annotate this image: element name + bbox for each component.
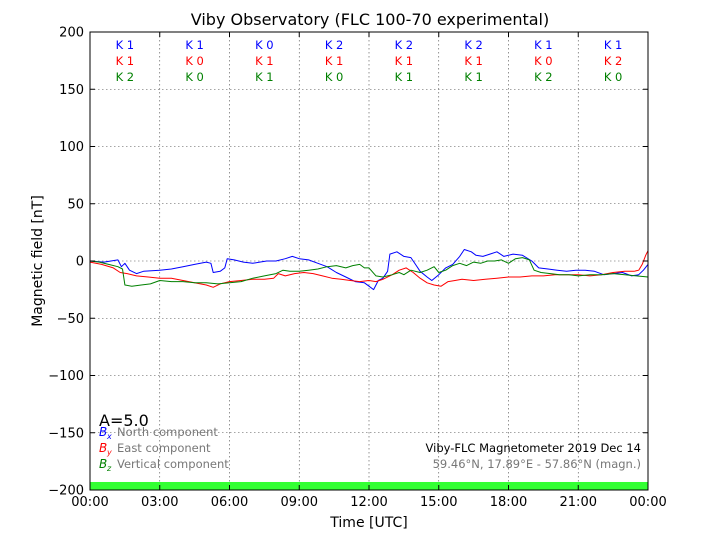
- x-tick-label: 00:00: [71, 495, 108, 510]
- k-index-table: K 1 K 1 K 0 K 2 K 2 K 2 K 1 K 1 K 1 K 0 K 1 K 1 K 1 K…: [116, 38, 623, 84]
- k-index-value: K 1: [116, 54, 135, 68]
- a-index-label: A=5.0: [99, 411, 149, 430]
- y-tick-label: −100: [48, 369, 84, 384]
- k-index-value: K 2: [534, 70, 553, 84]
- info-line-2: 59.46°N, 17.89°E - 57.86°N (magn.): [433, 457, 641, 471]
- y-tick-label: 150: [59, 83, 84, 98]
- k-index-value: K 1: [395, 70, 414, 84]
- x-tick-label: 12:00: [350, 495, 387, 510]
- legend-symbol: B: [99, 457, 107, 471]
- legend-symbol: B: [99, 441, 107, 455]
- legend-subscript: y: [106, 448, 112, 457]
- data-series: [89, 249, 649, 291]
- x-tick-label: 21:00: [560, 495, 597, 510]
- k-index-value: K 2: [604, 54, 623, 68]
- y-tick-label: 0: [76, 255, 84, 270]
- x-tick-label: 18:00: [490, 495, 527, 510]
- legend-text: North component: [117, 425, 218, 439]
- x-axis-label: Time [UTC]: [329, 515, 407, 531]
- k-index-value: K 1: [185, 38, 204, 52]
- y-tick-label: −150: [48, 426, 84, 441]
- k-index-value: K 0: [604, 70, 623, 84]
- k-index-value: K 2: [116, 70, 135, 84]
- y-tick-label: 200: [59, 26, 84, 41]
- y-tick-label: 50: [67, 197, 84, 212]
- y-tick-label: 100: [59, 140, 84, 155]
- x-tick-label: 06:00: [211, 495, 248, 510]
- chart-title: Viby Observatory (FLC 100-70 experimenta…: [191, 10, 550, 29]
- k-index-value: K 1: [116, 38, 135, 52]
- legend-subscript: z: [106, 464, 112, 473]
- legend-symbol: B: [99, 425, 107, 439]
- legend-text: East component: [117, 441, 211, 455]
- k-index-value: K 1: [395, 54, 414, 68]
- k-index-value: K 2: [464, 38, 483, 52]
- grid: [90, 32, 648, 490]
- axis-ticks: 00:00 03:00 06:00 09:00 12:00 15:00 18:00 21:00…: [48, 26, 666, 511]
- k-index-value: K 0: [534, 54, 553, 68]
- legend-subscript: x: [106, 432, 112, 441]
- k-index-value: K 1: [534, 38, 553, 52]
- x-tick-label: 00:00: [629, 495, 666, 510]
- y-tick-label: −200: [48, 484, 84, 499]
- k-index-value: K 1: [464, 70, 483, 84]
- k-index-value: K 1: [255, 70, 274, 84]
- k-index-value: K 0: [325, 70, 344, 84]
- k-index-value: K 1: [604, 38, 623, 52]
- info-line-1: Viby-FLC Magnetometer 2019 Dec 14: [426, 441, 641, 455]
- x-tick-label: 09:00: [281, 495, 318, 510]
- series-line-vertical-component: [89, 257, 649, 287]
- k-index-value: K 1: [255, 54, 274, 68]
- series-line-north-component: [89, 249, 649, 291]
- x-tick-label: 15:00: [420, 495, 457, 510]
- k-index-value: K 0: [185, 70, 204, 84]
- k-index-value: K 2: [325, 38, 344, 52]
- x-tick-label: 03:00: [141, 495, 178, 510]
- k-index-value: K 1: [325, 54, 344, 68]
- k-index-value: K 0: [185, 54, 204, 68]
- y-tick-label: −50: [57, 312, 84, 327]
- k-index-value: K 2: [395, 38, 414, 52]
- k-index-value: K 1: [464, 54, 483, 68]
- k-index-value: K 0: [255, 38, 274, 52]
- legend-text: Vertical component: [117, 457, 229, 471]
- y-axis-label: Magnetic field [nT]: [30, 195, 46, 327]
